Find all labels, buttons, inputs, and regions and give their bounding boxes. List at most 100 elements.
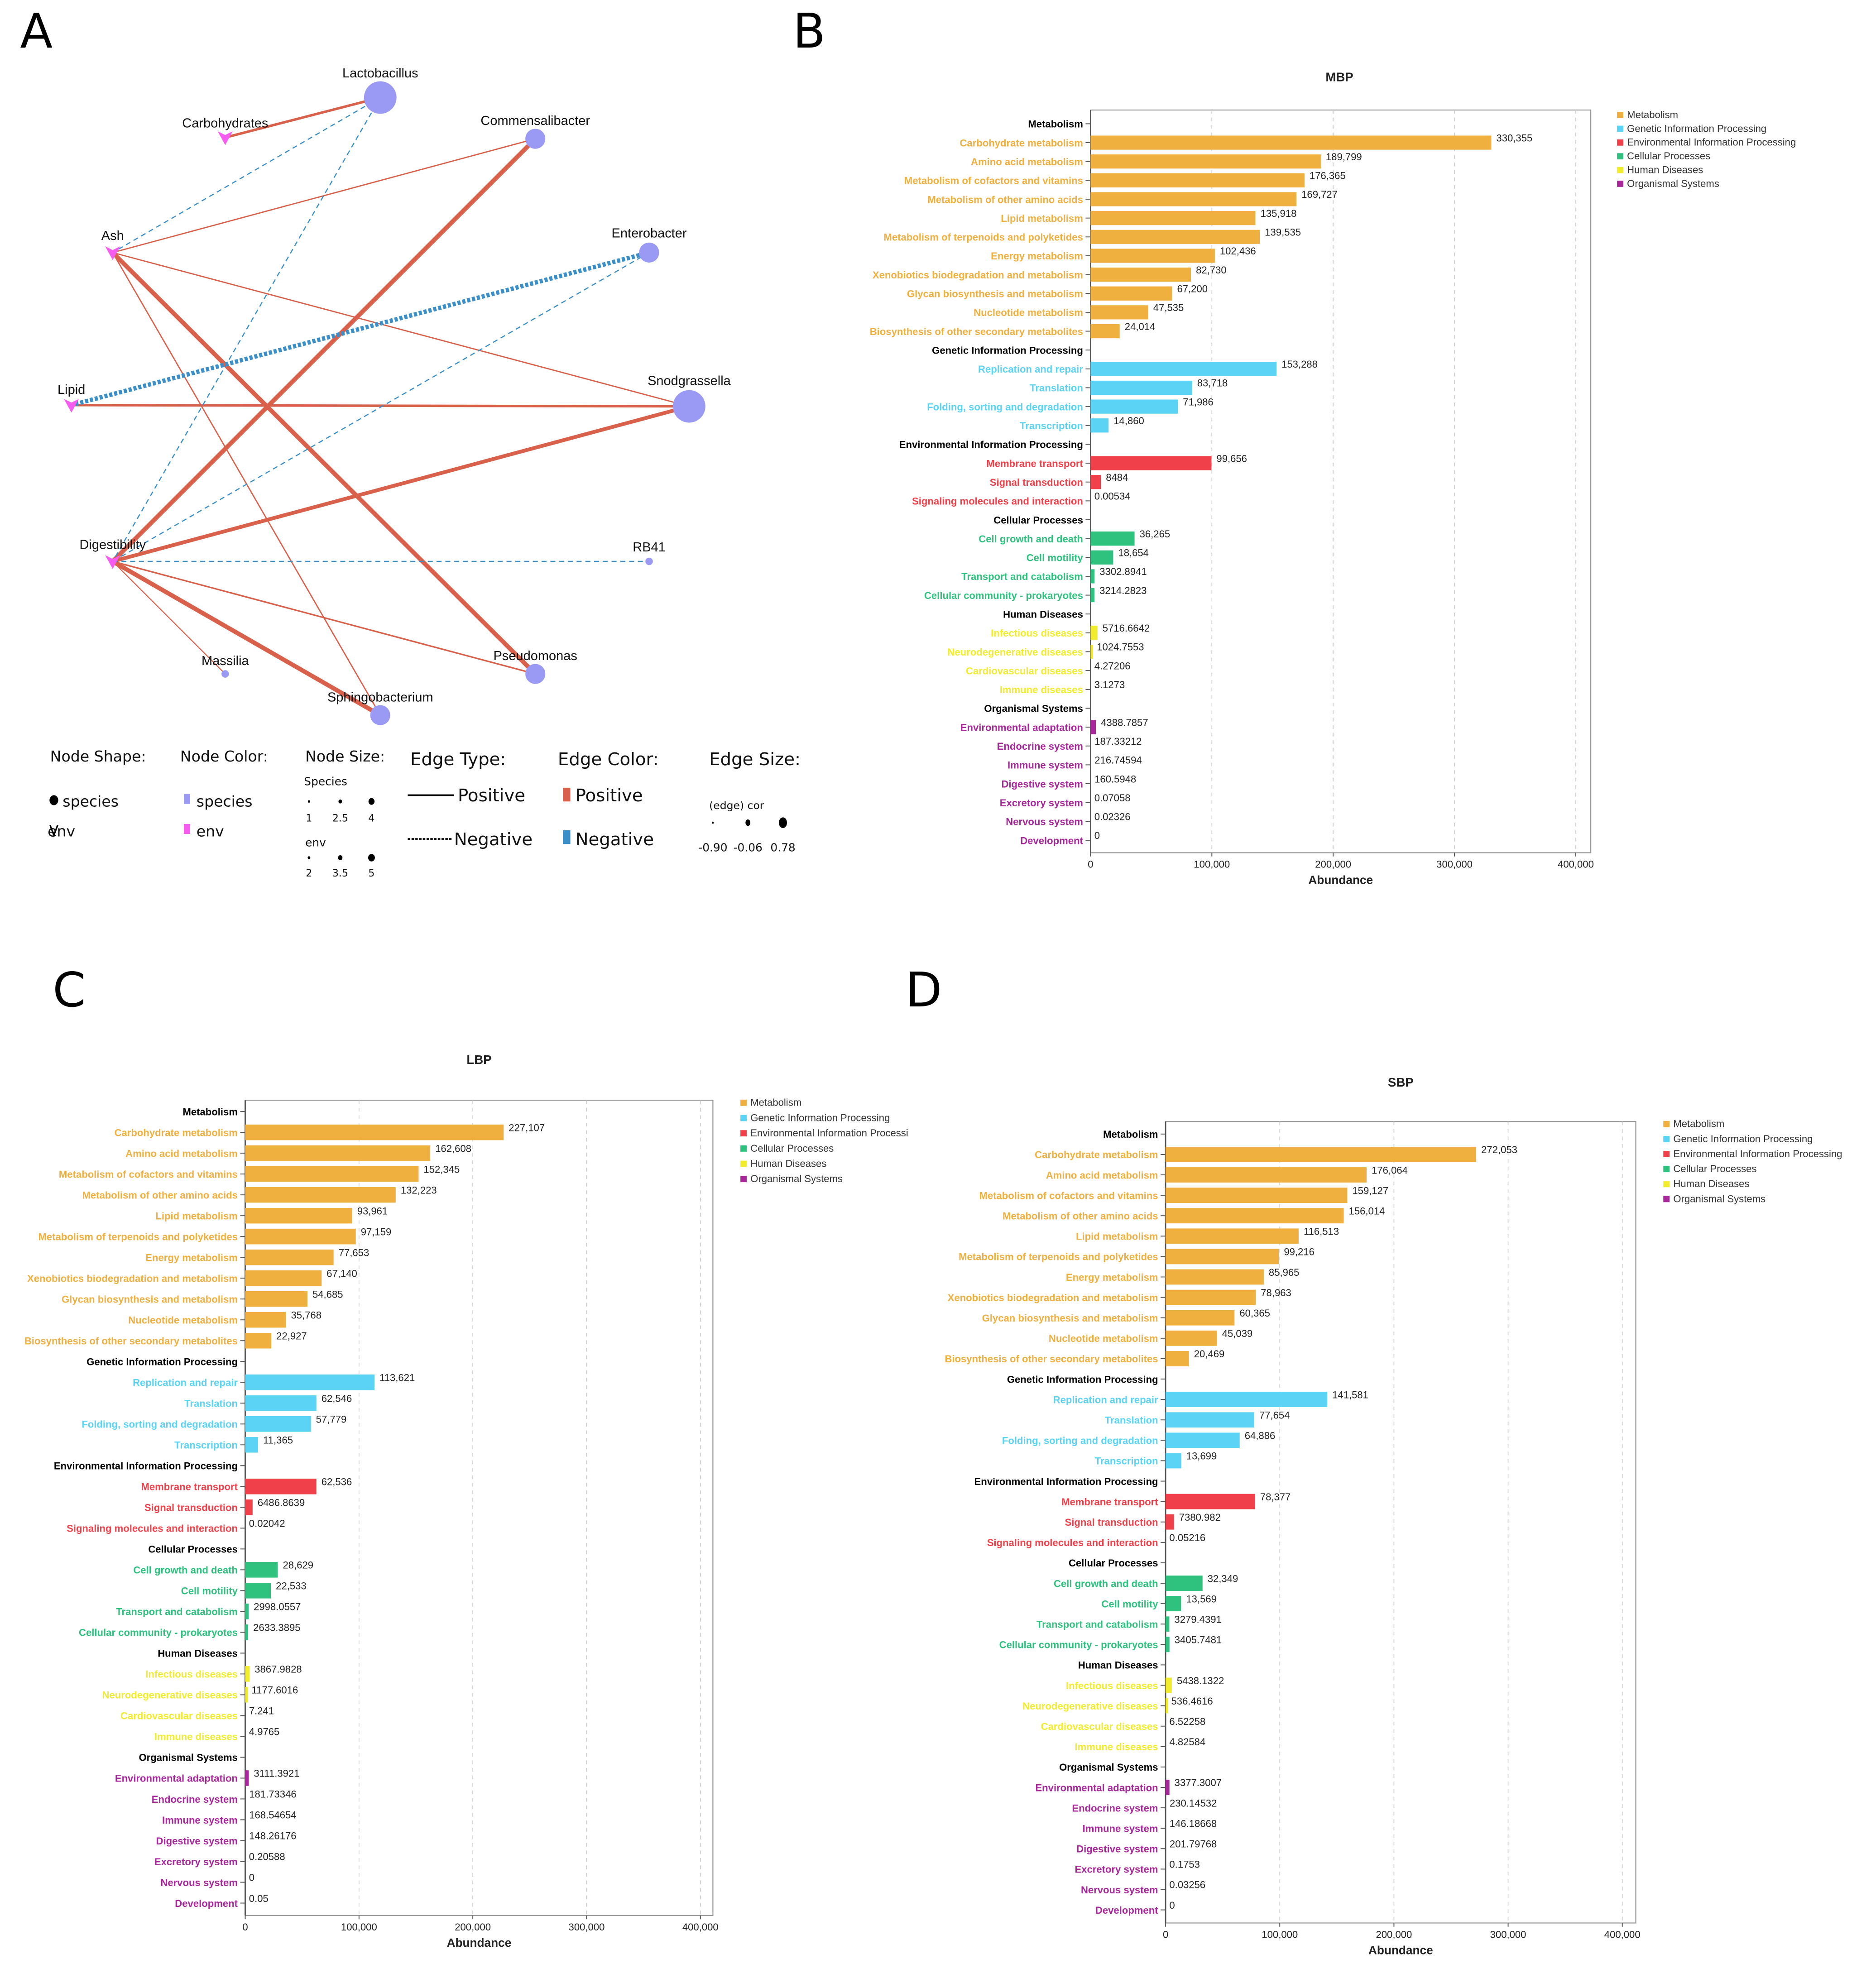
legend-text: env [305, 836, 326, 849]
node-species [525, 664, 546, 684]
bar [245, 1270, 322, 1286]
edge-size-dot [745, 819, 751, 826]
bar [1166, 1392, 1328, 1408]
bar-value-label: 4388.7857 [1101, 717, 1148, 728]
bar-value-label: 0 [1094, 830, 1100, 841]
legend-swatch [1617, 139, 1623, 146]
category-label: Immune diseases [1000, 684, 1083, 695]
panel-label-a: A [20, 4, 53, 59]
category-label: Immune system [1008, 760, 1083, 771]
bar-value-label: 85,965 [1269, 1267, 1300, 1278]
bar-value-label: 160.5948 [1094, 773, 1136, 785]
bar-value-label: 132,223 [401, 1184, 437, 1196]
category-label: Amino acid metabolism [125, 1148, 238, 1159]
node-label: Carbohydrates [182, 116, 268, 131]
bar-value-label: 0.00534 [1094, 491, 1131, 502]
edge-positive [111, 137, 537, 563]
category-label: Metabolism of cofactors and vitamins [904, 175, 1083, 187]
category-label: Cardiovascular diseases [966, 665, 1083, 676]
bar-value-label: 7.241 [249, 1705, 274, 1717]
bar-value-label: 0.03256 [1169, 1879, 1205, 1891]
category-label: Cell growth and death [979, 533, 1083, 545]
bar [1090, 230, 1260, 244]
size-dot [368, 854, 375, 862]
bar-value-label: 77,653 [339, 1247, 369, 1258]
x-tick-label: 100,000 [341, 1921, 377, 1933]
category-label: Signaling molecules and interaction [912, 496, 1083, 507]
swatch-species [184, 794, 191, 804]
bar-value-label: 5438.1322 [1177, 1675, 1224, 1686]
bar-value-label: 13,569 [1186, 1593, 1217, 1604]
bar [1166, 1616, 1170, 1632]
legend-swatch [740, 1176, 747, 1183]
bar [245, 1624, 249, 1640]
bar-value-label: 82,730 [1196, 264, 1227, 276]
category-label: Transport and catabolism [961, 571, 1083, 582]
category-label: Nucleotide metabolism [1049, 1333, 1158, 1344]
bar [245, 1145, 431, 1161]
bar-value-label: 189,799 [1326, 151, 1362, 163]
bar-value-label: 156,014 [1349, 1205, 1385, 1216]
bar-value-label: 187.33212 [1094, 736, 1142, 747]
bar-value-label: 35,768 [291, 1309, 321, 1321]
bar [1166, 1269, 1264, 1285]
bar [1166, 1514, 1174, 1530]
category-label: Translation [1105, 1415, 1158, 1426]
bar-value-label: 152,345 [423, 1164, 460, 1175]
category-label: Nervous system [160, 1877, 238, 1888]
category-label: Cellular community - prokaryotes [924, 590, 1083, 601]
category-label: Metabolism of terpenoids and polyketides [959, 1251, 1158, 1263]
category-label: Amino acid metabolism [971, 156, 1083, 168]
category-label: Nervous system [1006, 816, 1083, 828]
legend-label: Metabolism [1627, 109, 1678, 120]
bar-value-label: 99,656 [1216, 453, 1247, 464]
legend-text: Species [304, 775, 347, 788]
bar-value-label: 168.54654 [249, 1810, 296, 1821]
bar [245, 1395, 317, 1411]
x-tick-label: 0 [1163, 1929, 1168, 1940]
chart-title: LBP [466, 1053, 491, 1067]
category-label: Replication and repair [978, 364, 1083, 375]
x-tick-label: 100,000 [1262, 1929, 1298, 1940]
x-tick-label: 0 [1088, 859, 1093, 870]
bar-value-label: 3867.9828 [254, 1664, 302, 1675]
bar-value-label: 3302.8941 [1099, 566, 1147, 577]
category-label: Carbohydrate metabolism [115, 1127, 238, 1138]
category-label: Lipid metabolism [155, 1210, 238, 1221]
category-label: Nucleotide metabolism [974, 307, 1083, 318]
bar-value-label: 162,608 [435, 1143, 471, 1154]
category-label: Cellular community - prokaryotes [999, 1639, 1158, 1651]
category-label: Folding, sorting and degradation [82, 1419, 238, 1430]
category-label: Carbohydrate metabolism [960, 137, 1083, 148]
bar-value-label: 83,718 [1197, 378, 1228, 389]
node-species [673, 390, 705, 423]
group-label: Organismal Systems [984, 703, 1083, 714]
legend-text: env [197, 823, 224, 840]
bar-value-label: 62,536 [321, 1476, 352, 1488]
edge-positive [112, 561, 226, 675]
chart-title: MBP [1325, 70, 1353, 84]
category-label: Transcription [174, 1440, 238, 1451]
bar [1166, 1147, 1477, 1162]
category-label: Xenobiotics biodegradation and metabolis… [27, 1273, 238, 1284]
bar-value-label: 176,064 [1372, 1164, 1408, 1176]
bar [1166, 1677, 1172, 1693]
edge-size-dot [712, 821, 714, 824]
bar-value-label: 0.1753 [1169, 1859, 1200, 1870]
category-label: Endocrine system [997, 741, 1083, 752]
x-tick-label: 300,000 [569, 1921, 605, 1933]
category-label: Cardiovascular diseases [120, 1710, 238, 1722]
category-label: Neurodegenerative diseases [947, 647, 1083, 658]
bar [1090, 305, 1148, 320]
bar-value-label: 13,699 [1186, 1451, 1217, 1462]
category-label: Metabolism of cofactors and vitamins [59, 1169, 238, 1180]
category-label: Nervous system [1081, 1884, 1158, 1896]
category-label: Signaling molecules and interaction [987, 1537, 1158, 1548]
bar-value-label: 6486.8639 [258, 1497, 305, 1509]
bar [1166, 1698, 1168, 1714]
bar [1166, 1596, 1181, 1612]
edge-negative [112, 252, 650, 562]
category-label: Metabolism of other amino acids [927, 194, 1083, 205]
size-tick: 1 [306, 812, 312, 824]
size-dot [307, 800, 310, 803]
